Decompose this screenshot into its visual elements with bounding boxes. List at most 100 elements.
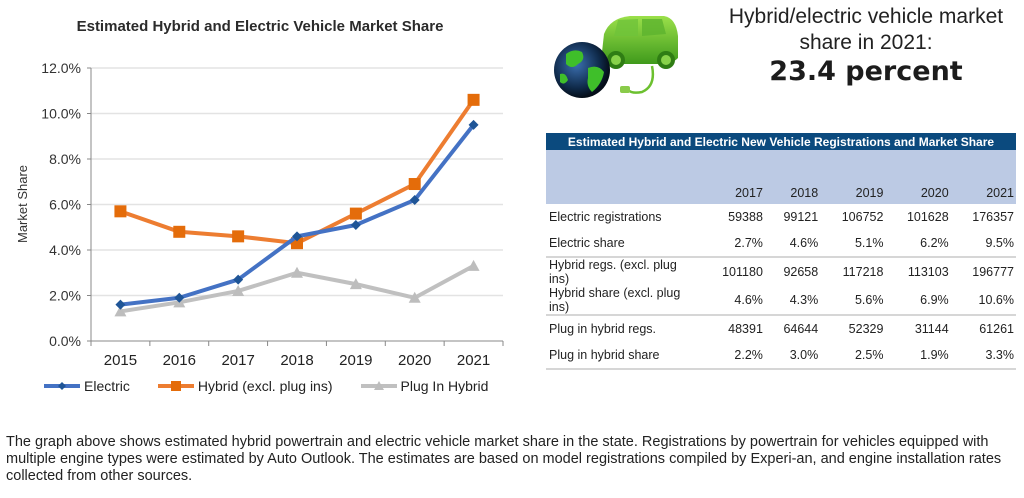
legend-item-hybrid[interactable]: Hybrid (excl. plug ins): [156, 378, 333, 394]
data-point: [409, 194, 420, 205]
table-cell: 6.2%: [885, 230, 951, 258]
table-cell: 6.9%: [885, 286, 951, 316]
legend-swatch-plug-in-hybrid: [360, 381, 397, 390]
chart-legend: Electric Hybrid (excl. plug ins) Plug In…: [42, 378, 512, 394]
data-point: [174, 292, 185, 303]
caption-text: The graph above shows estimated hybrid p…: [6, 434, 1002, 484]
table-cell: 59388: [728, 210, 763, 224]
x-tick-label: 2019: [339, 352, 372, 369]
table-row: Hybrid regs. (excl. plug ins) 101180 926…: [546, 257, 1016, 286]
data-point: [114, 305, 127, 317]
x-tick-label: 2016: [163, 352, 196, 369]
data-point: [173, 225, 186, 238]
table-cell: 3.0%: [764, 342, 821, 370]
chart-title: Estimated Hybrid and Electric Vehicle Ma…: [76, 18, 444, 35]
car-icon: [602, 16, 678, 69]
table-cell: 101180: [722, 265, 763, 279]
data-point: [408, 291, 421, 303]
series: [114, 93, 480, 317]
table-cell: 52329: [848, 322, 884, 336]
table-cell: 106752: [841, 210, 884, 224]
table-cell: 10.6%: [950, 286, 1016, 316]
y-tick-label: 10.0%: [41, 106, 81, 122]
data-point: [115, 299, 126, 310]
headline-line-1: Hybrid/electric vehicle market: [728, 5, 1004, 28]
table-cell: 196777: [972, 265, 1014, 279]
data-point: [468, 119, 479, 130]
x-tick-label: 2017: [221, 352, 254, 369]
table-cell: 113103: [907, 265, 949, 279]
data-point: [467, 93, 480, 106]
registrations-table: Estimated Hybrid and Electric New Vehicl…: [546, 133, 1016, 370]
legend-label: Electric: [84, 378, 130, 394]
legend-item-electric[interactable]: Electric: [42, 378, 130, 394]
table-row: Plug in hybrid share 2.2% 3.0% 2.5% 1.9%…: [546, 342, 1016, 370]
green-car-and-globe-icon: [554, 16, 678, 98]
row-label: Hybrid share (excl. plug ins): [546, 286, 701, 316]
y-tick-label: 2.0%: [49, 288, 81, 304]
table-cell: 5.6%: [820, 286, 886, 316]
data-point: [349, 278, 362, 290]
data-point: [232, 284, 245, 296]
table-row: Hybrid share (excl. plug ins) 4.6% 4.3% …: [546, 286, 1016, 316]
header-blank: [546, 150, 701, 204]
headline-value: 23.4 percent: [769, 56, 963, 87]
x-tick-label: 2018: [280, 352, 313, 369]
row-label: Plug in hybrid share: [546, 342, 701, 370]
table-cell: 99121: [783, 210, 819, 224]
table-row: Electric share 2.7% 4.6% 5.1% 6.2% 9.5%: [546, 230, 1016, 258]
legend-item-plug-in-hybrid[interactable]: Plug In Hybrid: [359, 378, 489, 394]
y-tick-label: 4.0%: [49, 242, 81, 258]
table-cell: 176357: [972, 210, 1014, 224]
table-cell: 2.7%: [701, 230, 765, 258]
axes: 0.0% 2.0% 4.0% 6.0% 8.0% 10.0% 12.0% 2015 2016 20…: [41, 60, 504, 369]
table-cell: 2.2%: [701, 342, 765, 370]
column-header: 2019: [820, 150, 886, 204]
y-tick-label: 6.0%: [49, 197, 81, 213]
data-point: [349, 207, 362, 220]
column-header: 2021: [950, 150, 1016, 204]
legend-label: Plug In Hybrid: [400, 378, 489, 394]
table-header-row: 2017 2018 2019 2020 2021: [546, 150, 1016, 204]
y-axis-label: Market Share: [15, 165, 30, 243]
table-cell: 4.3%: [764, 286, 821, 316]
table-cell: 64644: [783, 322, 819, 336]
table-cell: 9.5%: [950, 230, 1016, 258]
x-tick-label: 2021: [457, 352, 490, 369]
data-point: [408, 178, 421, 191]
table-cell: 48391: [728, 322, 763, 336]
series-line-hybrid-excl-plug-ins: [119, 98, 476, 246]
table-cell: 31144: [914, 322, 949, 336]
table-cell: 61261: [979, 322, 1014, 336]
legend-swatch-hybrid: [157, 381, 194, 391]
row-label: Plug in hybrid regs.: [549, 322, 657, 336]
row-label: Hybrid regs. (excl. plug ins): [549, 258, 677, 286]
table-cell: 3.3%: [950, 342, 1016, 370]
column-header: 2018: [764, 150, 821, 204]
legend-swatch-electric: [44, 382, 80, 390]
y-tick-label: 0.0%: [49, 333, 81, 349]
data-point: [467, 259, 480, 271]
data-point: [233, 274, 244, 285]
data-point: [291, 266, 303, 278]
y-tick-label: 8.0%: [49, 151, 81, 167]
headline-line-2: share in 2021:: [799, 31, 933, 54]
table-cell: 92658: [783, 265, 819, 279]
table-row: Electric registrations 59388 99121 10675…: [546, 204, 1016, 230]
table-cell: 5.1%: [820, 230, 886, 258]
data-point: [292, 231, 302, 242]
data-point: [350, 219, 361, 230]
table-cell: 1.9%: [885, 342, 951, 370]
table-cell: 2.5%: [820, 342, 886, 370]
x-tick-label: 2020: [398, 352, 431, 369]
row-label: Electric share: [546, 230, 701, 258]
column-header: 2017: [701, 150, 765, 204]
table-cell: 117218: [842, 265, 884, 279]
legend-label: Hybrid (excl. plug ins): [197, 378, 333, 394]
table-cell: 4.6%: [764, 230, 821, 258]
x-tick-label: 2015: [104, 352, 137, 369]
gridlines: [91, 67, 503, 297]
table-cell: 101628: [906, 210, 949, 224]
data-point: [232, 230, 245, 243]
column-header: 2020: [885, 150, 951, 204]
